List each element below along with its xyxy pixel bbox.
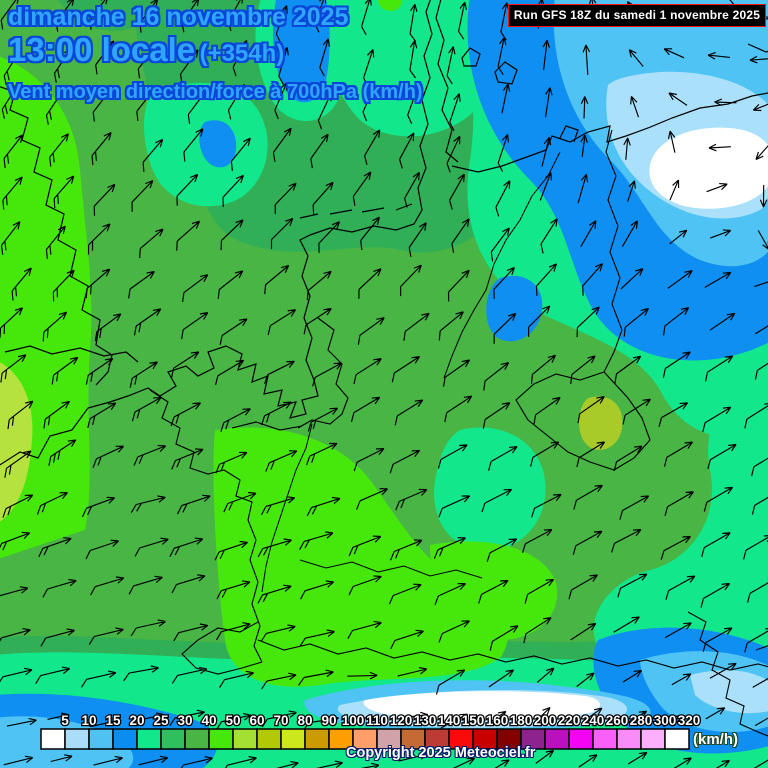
legend-tick-label: 300 (654, 713, 677, 728)
coastline-or-border (231, 421, 303, 431)
speed-region (326, 0, 501, 137)
speed-region (377, 0, 402, 11)
coastline-or-border (461, 47, 518, 85)
legend-tick-label: 30 (177, 713, 192, 728)
legend-tick-label: 320 (678, 713, 701, 728)
coastline-or-border (181, 621, 263, 675)
legend-tick-label: 50 (225, 713, 240, 728)
speed-region (579, 396, 623, 450)
legend-tick-label: 220 (558, 713, 581, 728)
legend-tick-label: 200 (534, 713, 557, 728)
legend-tick-label: 260 (606, 713, 629, 728)
legend-tick-label: 130 (414, 713, 437, 728)
speed-region (58, 0, 149, 31)
speed-region (486, 275, 543, 342)
legend-tick-label: 280 (630, 713, 653, 728)
coastline-or-border (451, 92, 768, 173)
legend-cell (64, 728, 90, 750)
coastline-or-border (435, 0, 459, 163)
legend-cell (304, 728, 330, 750)
legend-cell (568, 728, 594, 750)
legend-cell (592, 728, 618, 750)
coastline-or-border (149, 389, 263, 663)
legend-cell (232, 728, 258, 750)
legend-cell (640, 728, 666, 750)
legend-tick-label: 10 (81, 713, 96, 728)
legend-unit-label: (km/h) (693, 731, 738, 748)
legend-cell (136, 728, 162, 750)
legend-tick-label: 15 (105, 713, 121, 728)
speed-region (593, 362, 768, 650)
legend-tick-label: 90 (321, 713, 336, 728)
calm-zone-layer (363, 127, 768, 720)
legend-cell (208, 728, 234, 750)
legend-tick-label: 150 (462, 713, 485, 728)
legend-tick-label: 80 (297, 713, 312, 728)
legend-cell (616, 728, 642, 750)
coastline-or-border (0, 234, 319, 466)
coastline-or-border (687, 611, 768, 737)
speed-region (690, 670, 768, 714)
speed-region (199, 120, 237, 168)
legend-tick-label: 40 (201, 713, 216, 728)
legend-tick-label: 140 (438, 713, 461, 728)
legend-tick-label: 160 (486, 713, 509, 728)
legend-bar: 5 10 15 20 25 30 40 50 60 70 80 90 100 110 120 130 140 15… (40, 712, 702, 750)
legend-tick-label: 110 (366, 713, 388, 728)
legend-tick-label: 70 (273, 713, 288, 728)
legend-tick-label: 5 (61, 713, 69, 728)
coastline-or-border (299, 559, 483, 579)
legend-tick-label: 240 (582, 713, 605, 728)
speed-region (0, 362, 33, 522)
coastline-or-border (4, 345, 139, 363)
speed-region (213, 427, 508, 687)
coastline-or-border (297, 317, 349, 429)
legend-tick-label: 120 (390, 713, 413, 728)
coastline-or-border (257, 639, 768, 671)
legend-tick-label: 180 (510, 713, 533, 728)
coastline-or-border (309, 0, 433, 236)
coastline-or-border (515, 371, 651, 471)
coastline-or-border (603, 129, 623, 373)
copyright-watermark: Copyright 2025 Meteociel.fr (346, 745, 536, 761)
legend-cell (664, 728, 690, 750)
coastline-layer (0, 0, 768, 466)
legend-tick-label: 60 (249, 713, 264, 728)
coastline-or-border (559, 125, 579, 143)
legend-cell (40, 728, 66, 750)
coastline-or-border (443, 151, 561, 379)
legend-cell (256, 728, 282, 750)
legend-cell (88, 728, 114, 750)
legend-tick-label: 20 (129, 713, 144, 728)
speed-region (649, 127, 768, 209)
legend-tick-label: 25 (153, 713, 169, 728)
legend-cell (544, 728, 570, 750)
legend-cell (160, 728, 186, 750)
border-layer (149, 129, 768, 737)
coastline-or-border (299, 203, 413, 219)
coastline-or-border (0, 86, 113, 386)
legend-cell (280, 728, 306, 750)
speed-region (430, 541, 558, 640)
coastline-or-border (261, 423, 313, 593)
legend-cell (184, 728, 210, 750)
legend-cell (112, 728, 138, 750)
lime-zone-layer (0, 0, 623, 687)
legend-tick-label: 100 (342, 713, 365, 728)
speed-region (434, 427, 546, 551)
run-info-box: Run GFS 18Z du samedi 1 novembre 2025 (508, 4, 766, 27)
